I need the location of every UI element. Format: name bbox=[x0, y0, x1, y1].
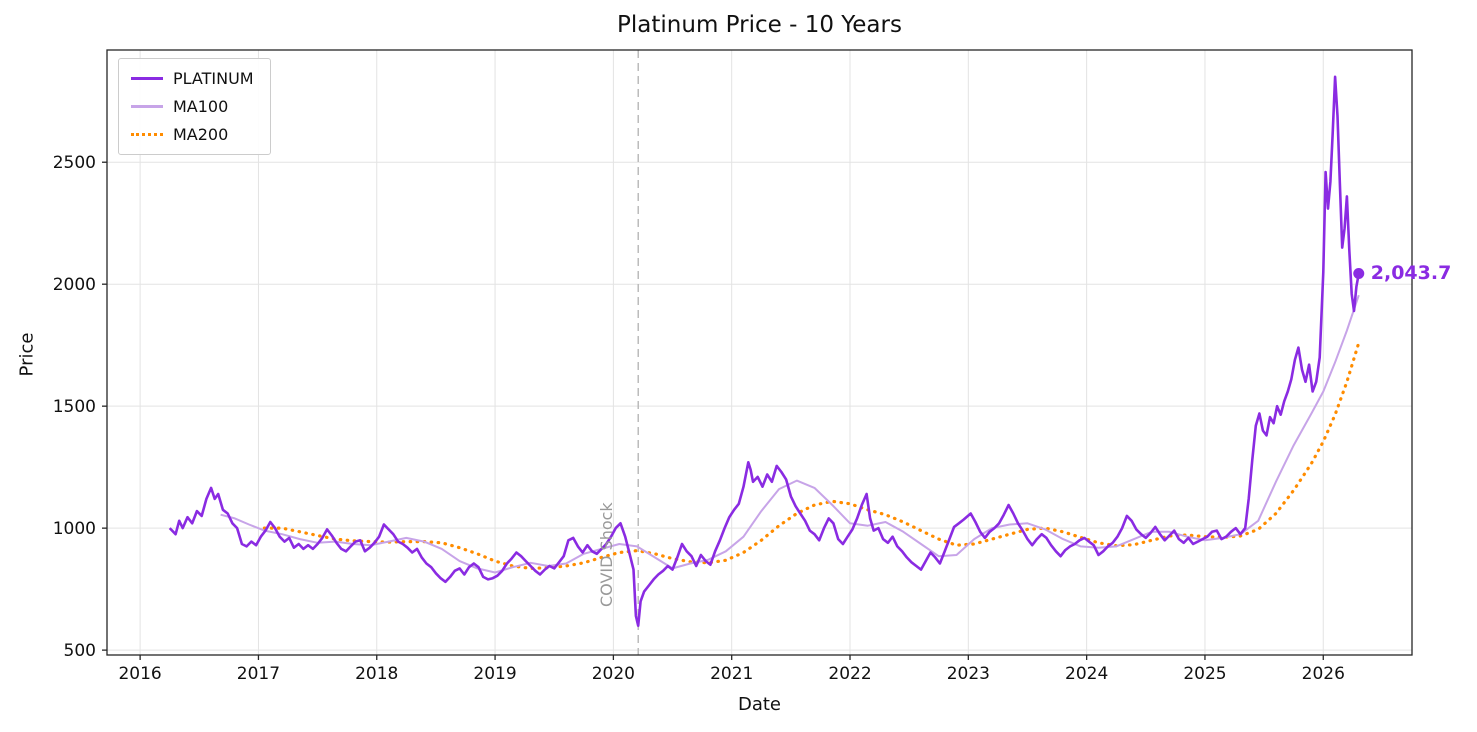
svg-text:2019: 2019 bbox=[473, 664, 516, 684]
svg-text:2023: 2023 bbox=[947, 664, 990, 684]
x-axis-label: Date bbox=[737, 694, 782, 715]
svg-text:1500: 1500 bbox=[53, 397, 96, 417]
svg-text:2022: 2022 bbox=[828, 664, 871, 684]
svg-text:2025: 2025 bbox=[1183, 664, 1226, 684]
legend-label-platinum: PLATINUM bbox=[173, 69, 254, 88]
ma100-line-swatch bbox=[131, 105, 163, 108]
legend: PLATINUM MA100 MA200 bbox=[118, 58, 271, 155]
legend-label-ma200: MA200 bbox=[173, 125, 229, 144]
legend-item-ma100: MA100 bbox=[131, 97, 254, 116]
svg-text:2021: 2021 bbox=[710, 664, 753, 684]
svg-text:2000: 2000 bbox=[53, 275, 96, 295]
svg-text:2016: 2016 bbox=[118, 664, 161, 684]
last-price-annotation: 2,043.7 bbox=[1370, 261, 1452, 284]
svg-text:2017: 2017 bbox=[237, 664, 280, 684]
legend-item-platinum: PLATINUM bbox=[131, 69, 254, 88]
svg-text:2024: 2024 bbox=[1065, 664, 1108, 684]
y-axis-label: Price bbox=[16, 332, 38, 377]
svg-text:2020: 2020 bbox=[592, 664, 635, 684]
svg-text:500: 500 bbox=[64, 641, 96, 661]
svg-text:1000: 1000 bbox=[53, 519, 96, 539]
svg-text:2018: 2018 bbox=[355, 664, 398, 684]
platinum-line-swatch bbox=[131, 77, 163, 80]
legend-label-ma100: MA100 bbox=[173, 97, 229, 116]
covid-shock-label: COVID Shock bbox=[597, 502, 617, 607]
svg-text:2500: 2500 bbox=[53, 153, 96, 173]
svg-text:2026: 2026 bbox=[1302, 664, 1345, 684]
ma200-line-swatch bbox=[131, 133, 163, 136]
legend-item-ma200: MA200 bbox=[131, 125, 254, 144]
chart-title: Platinum Price - 10 Years bbox=[617, 12, 902, 38]
